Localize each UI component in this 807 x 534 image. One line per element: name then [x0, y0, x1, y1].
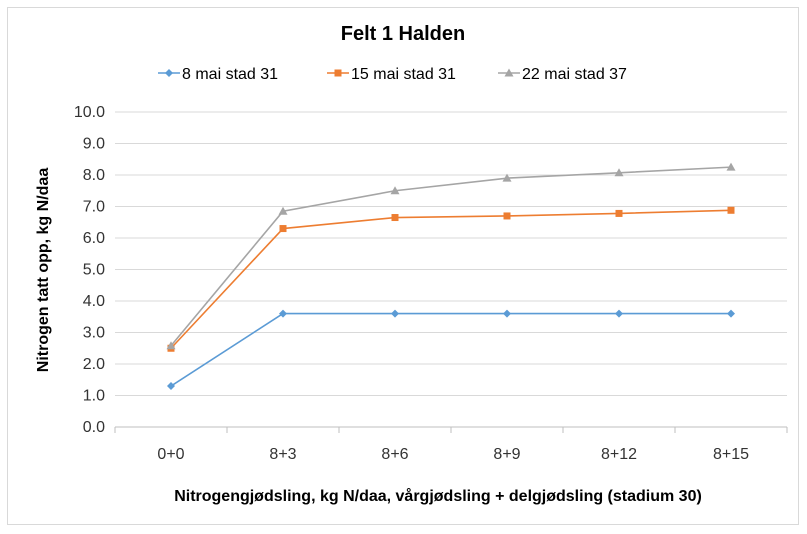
y-tick-label: 1.0: [83, 388, 105, 405]
data-point: [166, 341, 176, 350]
legend-label: 22 mai stad 37: [522, 66, 627, 83]
data-point: [167, 382, 175, 391]
legend-label: 8 mai stad 31: [182, 66, 278, 83]
series-line: [170, 166, 732, 347]
data-point: [727, 206, 735, 214]
y-axis-title: Nitrogen tatt opp, kg N/daa: [35, 168, 52, 373]
x-tick-label: 8+6: [381, 446, 408, 463]
data-point: [502, 173, 512, 182]
series-line: [170, 312, 731, 387]
y-tick-label: 6.0: [83, 230, 105, 247]
y-tick-label: 7.0: [83, 199, 105, 216]
y-tick-label: 9.0: [83, 136, 105, 153]
legend: 8 mai stad 31 15 mai stad 31 22 mai stad 3…: [158, 66, 627, 83]
data-point: [391, 214, 399, 222]
data-point: [390, 186, 400, 195]
x-tick-label: 8+9: [493, 446, 520, 463]
data-point: [279, 309, 287, 318]
data-point: [614, 168, 624, 177]
legend-marker: [504, 68, 514, 77]
x-tick-label: 8+3: [269, 446, 296, 463]
y-tick-label: 0.0: [83, 419, 105, 436]
series-group: [166, 162, 736, 391]
x-tick-label: 8+15: [713, 446, 749, 463]
data-point: [726, 162, 736, 171]
data-point: [278, 206, 288, 215]
y-tick-label: 5.0: [83, 262, 105, 279]
data-point: [503, 212, 511, 220]
x-tick-label: 8+12: [601, 446, 637, 463]
y-tick-label: 2.0: [83, 356, 105, 373]
legend-item: 8 mai stad 31: [158, 66, 278, 83]
chart-frame: [7, 7, 799, 525]
legend-marker: [165, 69, 173, 77]
data-point: [391, 309, 399, 318]
x-axis-title: Nitrogengjødsling, kg N/daa, vårgjødslin…: [174, 487, 702, 505]
legend-label: 15 mai stad 31: [351, 66, 456, 83]
y-tick-label: 8.0: [83, 167, 105, 184]
data-point: [503, 309, 511, 318]
data-point: [615, 309, 623, 318]
data-point: [727, 309, 735, 318]
series-3: [166, 162, 736, 350]
gridlines: [115, 111, 787, 396]
legend-item: 22 mai stad 37: [498, 66, 627, 83]
y-tick-label: 3.0: [83, 325, 105, 342]
chart-title: Felt 1 Halden: [341, 23, 465, 45]
series-1: [167, 309, 735, 391]
legend-marker: [334, 69, 342, 77]
legend-item: 15 mai stad 31: [327, 66, 456, 83]
axes: 0.0 1.0 2.0 3.0 4.0 5.0 6.0 7.0 8.0 9.0 10.0 0+0 8+3…: [74, 104, 788, 463]
data-point: [615, 209, 623, 217]
series-2: [167, 206, 735, 352]
y-tick-label: 4.0: [83, 293, 105, 310]
x-tick-label: 0+0: [157, 446, 184, 463]
data-point: [279, 225, 287, 233]
y-tick-label: 10.0: [74, 104, 105, 121]
series-line: [170, 209, 732, 349]
